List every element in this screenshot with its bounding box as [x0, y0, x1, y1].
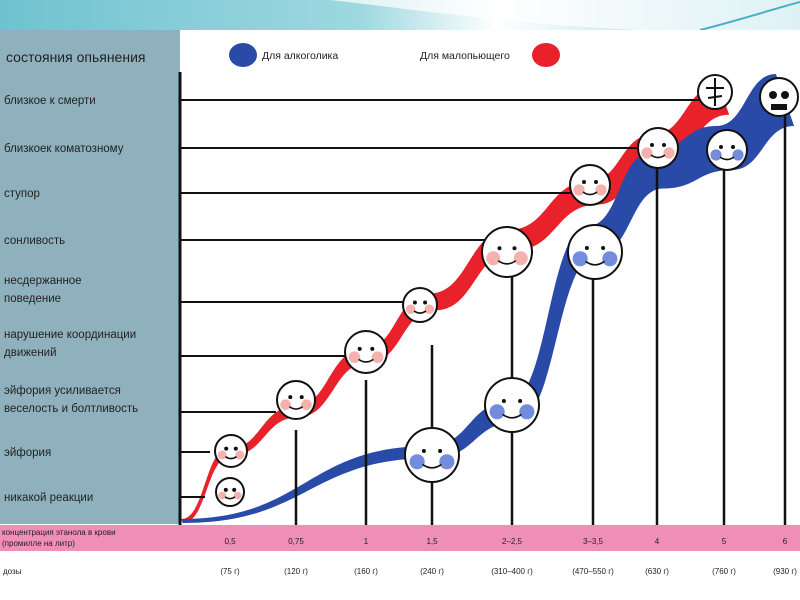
state-label-line2: движений: [4, 347, 57, 359]
x-tick-label: 3–3,5: [583, 537, 604, 546]
state-label: несдержанное: [4, 275, 82, 287]
state-labels: близкое к смерти близкоек коматозному ступ…: [4, 95, 138, 504]
x-tick-label: 4: [655, 537, 660, 546]
state-faces: [214, 74, 799, 507]
x-tick-label: 1,5: [426, 537, 438, 546]
dose-tick-label: (930 г): [773, 567, 797, 576]
face-icon: [344, 330, 388, 374]
legend-light-drinker-label: Для малопьющего: [420, 50, 510, 62]
face-icon: [637, 127, 679, 169]
face-icon: [276, 380, 316, 420]
face-icon: [484, 377, 540, 433]
dose-row: [0, 551, 800, 581]
leader-lines: [180, 95, 787, 525]
concentration-row-label-line2: (промилле на литр): [2, 539, 75, 548]
dose-tick-label: (630 г): [645, 567, 669, 576]
state-label: сонливость: [4, 235, 65, 247]
face-icon: [569, 164, 611, 206]
face-icon: [214, 434, 248, 468]
dose-row-label: дозы: [3, 567, 22, 576]
x-tick-label: 0,5: [224, 537, 236, 546]
skull-icon: [759, 77, 799, 117]
x-tick-labels: 0,5 0,75 1 1,5 2–2,5 3–3,5 4 5 6: [224, 537, 787, 546]
face-icon: [402, 287, 438, 323]
state-label: ступор: [4, 188, 40, 200]
state-label: никакой реакции: [4, 492, 93, 504]
decorative-banner: [0, 0, 800, 30]
chart-header: состояния опьянения: [6, 49, 145, 65]
dose-tick-label: (75 г): [220, 567, 240, 576]
x-tick-label: 5: [722, 537, 727, 546]
x-tick-label: 2–2,5: [502, 537, 523, 546]
concentration-row: [0, 525, 800, 551]
states-panel: [0, 30, 180, 524]
dose-tick-label: (760 г): [712, 567, 736, 576]
legend-alcoholic-swatch: [229, 43, 257, 67]
face-icon: [215, 477, 245, 507]
concentration-row-label: концентрация этанола в крови (промилле н…: [2, 528, 116, 548]
cross-face-icon: [697, 74, 733, 110]
concentration-row-label-line1: концентрация этанола в крови: [2, 528, 116, 537]
state-label: близкое к смерти: [4, 95, 96, 107]
face-icon: [706, 129, 748, 171]
dose-tick-label: (120 г): [284, 567, 308, 576]
face-icon: [404, 427, 460, 483]
face-icon: [567, 224, 623, 280]
state-label: эйфория усиливается: [4, 385, 121, 397]
dose-tick-label: (310–400 г): [491, 567, 533, 576]
dose-tick-label: (470–550 г): [572, 567, 614, 576]
state-label: нарушение координации: [4, 329, 136, 341]
series-band: [181, 74, 795, 523]
dose-tick-label: (240 г): [420, 567, 444, 576]
state-label-line2: веселость и болтливость: [4, 403, 138, 415]
dose-tick-label: (160 г): [354, 567, 378, 576]
face-icon: [481, 226, 533, 278]
dose-tick-labels: (75 г) (120 г) (160 г) (240 г) (310–400 г) (4…: [220, 567, 797, 576]
x-tick-label: 0,75: [288, 537, 304, 546]
state-label: близкоек коматозному: [4, 143, 124, 155]
legend: Для алкоголика Для малопьющего: [229, 43, 560, 67]
series-bands: [181, 74, 795, 523]
x-tick-label: 1: [364, 537, 369, 546]
legend-light-drinker-swatch: [532, 43, 560, 67]
state-label: эйфория: [4, 447, 51, 459]
x-tick-label: 6: [783, 537, 788, 546]
state-label-line2: поведение: [4, 293, 61, 305]
legend-alcoholic-label: Для алкоголика: [262, 50, 338, 62]
